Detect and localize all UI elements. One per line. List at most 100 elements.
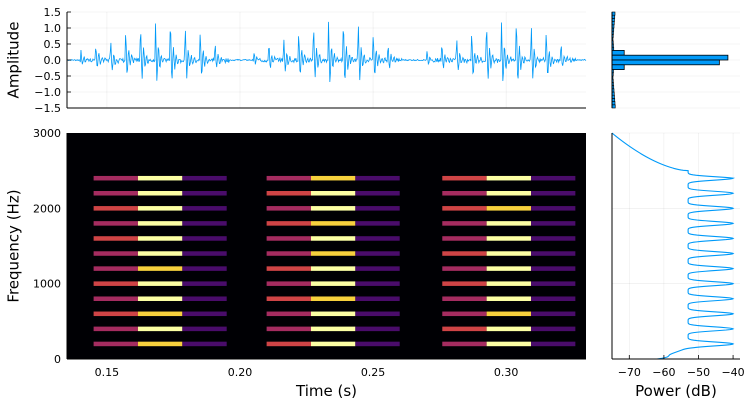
spectrogram-cell — [355, 296, 400, 301]
spectrogram-cell — [310, 251, 356, 256]
spectrogram-cell — [266, 206, 311, 211]
spectrogram-cell — [442, 236, 487, 241]
histogram-panel — [611, 11, 740, 109]
spectrogram-cell — [93, 191, 138, 196]
histogram-bar — [611, 54, 729, 61]
spectrogram-cell — [355, 221, 400, 226]
spectrogram-cell — [182, 236, 227, 241]
power-spectrum-x-label: Power (dB) — [635, 382, 717, 400]
spectrogram-cell — [266, 221, 311, 226]
spectrogram-cell — [486, 175, 531, 181]
power-spectrum-x-tick-label: −50 — [687, 366, 710, 379]
waveform-y-tick-label: −0.5 — [34, 70, 61, 83]
waveform-y-tick-label: 0.0 — [44, 54, 62, 67]
spectrogram-cell — [530, 221, 576, 226]
spectrogram-cell — [137, 281, 183, 286]
spectrogram-cell — [530, 341, 576, 347]
spectrogram-cell — [355, 236, 400, 241]
spectrogram-cell — [442, 296, 487, 301]
spectrogram-cell — [442, 266, 487, 271]
spectrogram-cell — [530, 236, 576, 241]
spectrogram-cell — [93, 266, 138, 271]
spectrogram-cell — [530, 175, 576, 181]
spectrogram-cell — [530, 296, 576, 301]
spectrogram-cell — [530, 206, 576, 211]
spectrogram-cell — [266, 281, 311, 286]
spectrogram-cell — [137, 251, 183, 256]
spectrogram-cell — [93, 175, 138, 181]
spectrogram-cell — [266, 191, 311, 196]
spectrogram-cell — [137, 341, 183, 347]
spectrogram-cell — [266, 266, 311, 271]
spectrogram-cell — [486, 221, 531, 226]
spectrogram-x-tick-label: 0.25 — [361, 366, 386, 379]
spectrogram-cell — [93, 236, 138, 241]
power-spectrum-x-tick-label: −60 — [652, 366, 675, 379]
histogram-bar — [611, 64, 625, 71]
spectrogram-cell — [93, 326, 138, 332]
spectrogram-cell — [442, 251, 487, 256]
histogram-bars — [611, 11, 729, 109]
spectrogram-cell — [355, 341, 400, 347]
spectrogram-cell — [137, 191, 183, 196]
spectrogram-cell — [137, 311, 183, 317]
spectrogram-cell — [442, 175, 487, 181]
spectrogram-cell — [93, 311, 138, 317]
waveform-y-label: Amplitude — [5, 22, 23, 99]
spectrogram-cells — [93, 175, 576, 347]
spectrogram-cell — [486, 191, 531, 196]
spectrogram-cell — [486, 311, 531, 317]
spectrogram-cell — [310, 281, 356, 286]
power-spectrum-grid — [612, 132, 740, 360]
spectrogram-cell — [355, 281, 400, 286]
spectrogram-cell — [355, 251, 400, 256]
histogram-bar — [611, 50, 625, 56]
spectrogram-cell — [310, 326, 356, 332]
spectrogram-cell — [182, 326, 227, 332]
spectrogram-cell — [486, 236, 531, 241]
spectrogram-cell — [266, 236, 311, 241]
spectrogram-cell — [442, 341, 487, 347]
spectrogram-cell — [137, 266, 183, 271]
spectrogram-cell — [486, 326, 531, 332]
spectrogram-cell — [182, 341, 227, 347]
spectrogram-cell — [182, 296, 227, 301]
waveform-y-ticks: −1.5 −1.0 −0.5 0.0 0.5 1.0 1.5 — [34, 6, 71, 115]
spectrogram-x-ticks: 0.15 0.20 0.25 0.30 — [95, 366, 519, 379]
power-spectrum-line — [611, 132, 736, 360]
spectrogram-cell — [266, 326, 311, 332]
spectrogram-cell — [310, 341, 356, 347]
spectrogram-cell — [182, 251, 227, 256]
waveform-y-tick-label: 0.5 — [44, 38, 62, 51]
spectrogram-cell — [486, 296, 531, 301]
spectrogram-y-label: Frequency (Hz) — [5, 189, 23, 302]
spectrogram-cell — [310, 206, 356, 211]
spectrogram-cell — [266, 311, 311, 317]
spectrogram-cell — [182, 311, 227, 317]
power-spectrum-x-ticks: −70 −60 −50 −40 — [618, 355, 745, 379]
spectrogram-y-tick-label: 1000 — [33, 278, 61, 291]
waveform-y-tick-label: 1.5 — [44, 6, 62, 19]
spectrogram-cell — [442, 311, 487, 317]
spectrogram-cell — [182, 266, 227, 271]
spectrogram-background — [67, 133, 586, 359]
spectrogram-cell — [182, 221, 227, 226]
spectrogram-cell — [442, 221, 487, 226]
spectrogram-cell — [486, 266, 531, 271]
spectrogram-cell — [486, 341, 531, 347]
spectrogram-cell — [137, 326, 183, 332]
waveform-y-tick-label: −1.0 — [34, 86, 61, 99]
spectrogram-cell — [93, 281, 138, 286]
power-spectrum-panel: −70 −60 −50 −40 Power (dB) — [611, 132, 745, 400]
spectrogram-cell — [310, 296, 356, 301]
spectrogram-cell — [355, 206, 400, 211]
spectrogram-y-tick-label: 2000 — [33, 202, 61, 215]
spectrogram-cell — [182, 191, 227, 196]
spectrogram-x-tick-label: 0.30 — [494, 366, 519, 379]
spectrogram-cell — [310, 221, 356, 226]
spectrogram-cell — [93, 251, 138, 256]
spectrogram-cell — [355, 191, 400, 196]
spectrogram-cell — [355, 326, 400, 332]
